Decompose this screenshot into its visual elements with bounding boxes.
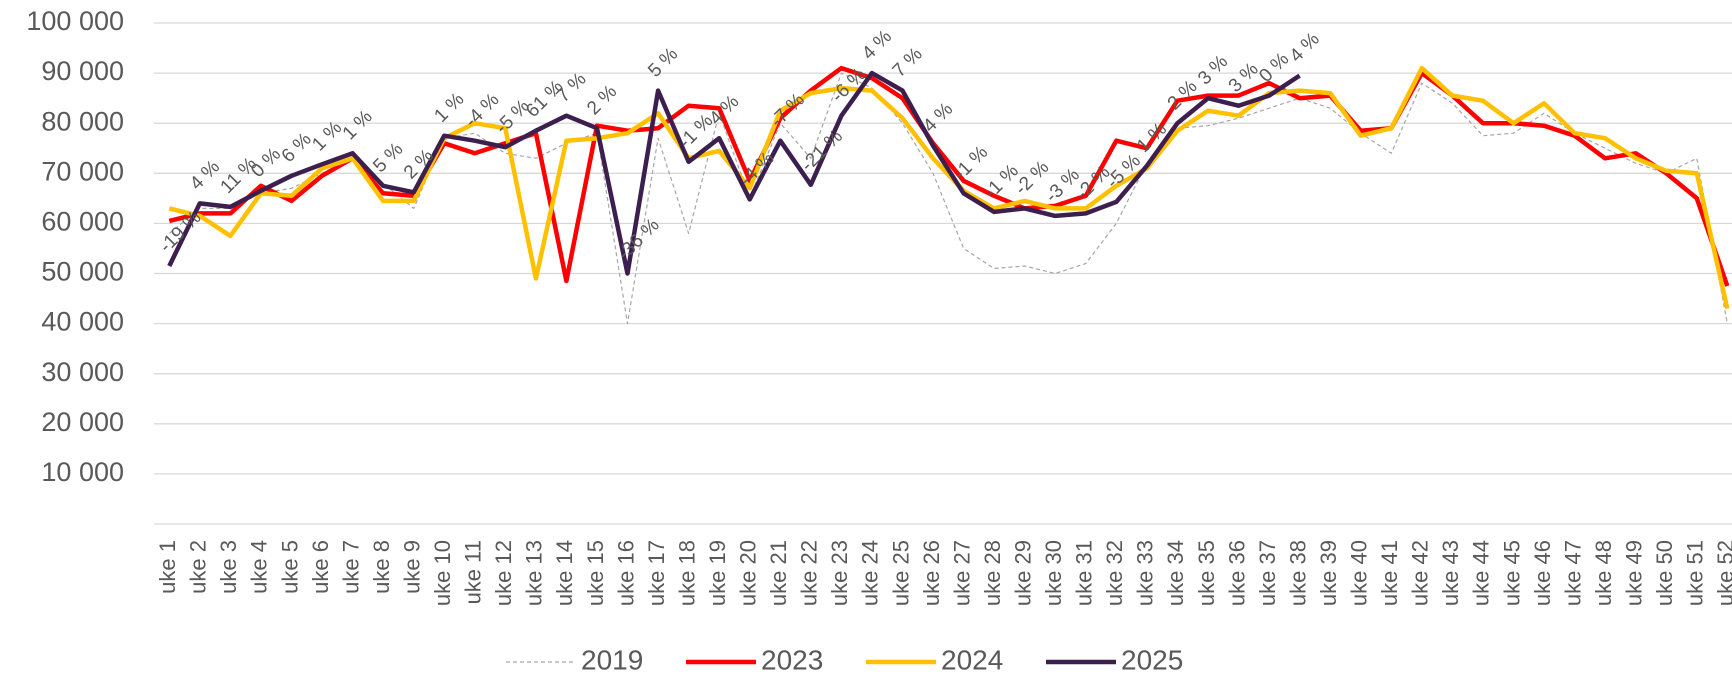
series-line [167, 70, 1301, 276]
y-tick-label: 30 000 [41, 357, 124, 387]
y-tick-label: 100 000 [26, 6, 124, 36]
data-label: 2 % [583, 81, 621, 119]
x-tick-label: uke 20 [736, 540, 761, 606]
series-line [168, 65, 1730, 310]
x-tick-label: uke 7 [338, 540, 363, 594]
x-tick-label: uke 47 [1560, 540, 1585, 606]
x-tick-label: uke 13 [522, 540, 547, 606]
y-tick-label: 40 000 [41, 307, 124, 337]
y-tick-label: 60 000 [41, 207, 124, 237]
x-tick-label: uke 48 [1591, 540, 1616, 606]
x-tick-label: uke 1 [155, 540, 180, 594]
x-tick-label: uke 24 [858, 540, 883, 606]
x-tick-label: uke 6 [308, 540, 333, 594]
y-tick-label: 80 000 [41, 106, 124, 136]
x-tick-label: uke 36 [1224, 540, 1249, 606]
x-tick-label: uke 49 [1621, 540, 1646, 606]
x-tick-label: uke 33 [1133, 540, 1158, 606]
x-tick-label: uke 21 [766, 540, 791, 606]
x-tick-label: uke 19 [705, 540, 730, 606]
x-tick-label: uke 41 [1377, 540, 1402, 606]
x-tick-label: uke 16 [613, 540, 638, 606]
x-tick-label: uke 29 [1010, 540, 1035, 606]
x-tick-label: uke 27 [949, 540, 974, 606]
x-tick-label: uke 8 [369, 540, 394, 594]
x-tick-label: uke 44 [1469, 540, 1494, 606]
x-tick-label: uke 43 [1438, 540, 1463, 606]
data-label: 7 % [889, 44, 927, 82]
y-tick-label: 90 000 [41, 56, 124, 86]
x-tick-label: uke 30 [1041, 540, 1066, 606]
data-label: 1 % [1133, 119, 1171, 157]
x-tick-label: uke 11 [461, 540, 486, 604]
data-label: 7 % [553, 69, 591, 107]
x-tick-label: uke 26 [919, 540, 944, 606]
data-label: 1 % [430, 89, 468, 127]
data-label: 4 % [186, 156, 224, 194]
x-tick-label: uke 22 [797, 540, 822, 606]
x-tick-label: uke 10 [430, 540, 455, 606]
x-tick-label: uke 5 [277, 540, 302, 594]
x-tick-label: uke 23 [827, 540, 852, 606]
data-label: 4 % [1286, 29, 1324, 67]
y-tick-label: 70 000 [41, 156, 124, 186]
legend-label: 2025 [1121, 644, 1183, 675]
data-label: 1 % [339, 106, 377, 144]
x-tick-label: uke 40 [1347, 540, 1372, 606]
legend-label: 2023 [761, 644, 823, 675]
x-tick-label: uke 37 [1255, 540, 1280, 606]
x-tick-label: uke 2 [186, 540, 211, 594]
x-tick-label: uke 32 [1102, 540, 1127, 606]
x-tick-label: uke 4 [247, 540, 272, 594]
data-label: -19 % [156, 207, 206, 257]
data-label: 6 % [278, 129, 316, 167]
x-tick-label: uke 39 [1316, 540, 1341, 606]
x-tick-label: uke 52 [1713, 540, 1732, 606]
x-tick-label: uke 51 [1683, 540, 1708, 606]
legend-label: 2024 [941, 644, 1003, 675]
data-label: -21 % [797, 126, 847, 176]
x-tick-label: uke 38 [1285, 540, 1310, 606]
x-tick-label: uke 17 [644, 540, 669, 606]
x-tick-label: uke 12 [491, 540, 516, 606]
data-label: 4 % [858, 26, 896, 64]
x-tick-label: uke 42 [1408, 540, 1433, 606]
x-tick-label: uke 15 [583, 540, 608, 606]
x-tick-label: uke 28 [980, 540, 1005, 606]
x-tick-label: uke 45 [1499, 540, 1524, 606]
x-tick-label: uke 31 [1072, 540, 1097, 606]
x-tick-label: uke 35 [1194, 540, 1219, 606]
x-tick-label: uke 14 [552, 540, 577, 606]
y-tick-label: 50 000 [41, 257, 124, 287]
x-tick-label: uke 25 [888, 540, 913, 606]
legend-label: 2019 [581, 644, 643, 675]
data-label: 2 % [400, 145, 438, 183]
x-tick-label: uke 34 [1163, 540, 1188, 606]
y-tick-label: 20 000 [41, 407, 124, 437]
x-tick-label: uke 50 [1652, 540, 1677, 606]
y-tick-label: 10 000 [41, 457, 124, 487]
x-tick-label: uke 46 [1530, 540, 1555, 606]
data-label: 5 % [644, 44, 682, 82]
x-tick-label: uke 9 [399, 540, 424, 594]
x-tick-label: uke 18 [674, 540, 699, 606]
x-tick-label: uke 3 [216, 540, 241, 594]
